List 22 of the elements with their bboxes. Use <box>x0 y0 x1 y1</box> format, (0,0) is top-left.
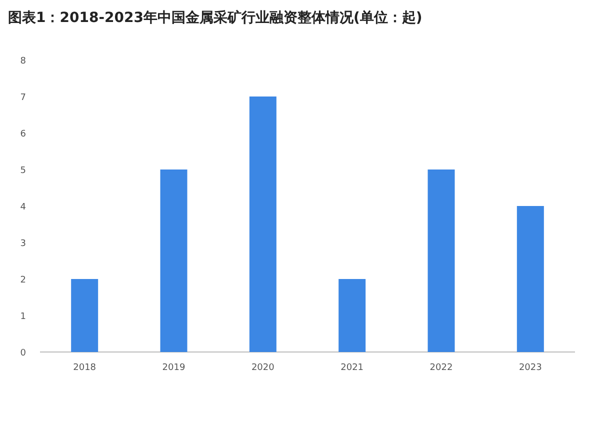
y-tick-label: 1 <box>20 312 26 322</box>
chart-title: 图表1：2018-2023年中国金属采矿行业融资整体情况(单位：起) <box>8 9 422 26</box>
y-tick-label: 2 <box>20 276 26 286</box>
x-tick-label: 2021 <box>340 363 364 373</box>
bar <box>160 170 188 352</box>
y-tick-label: 5 <box>20 166 26 176</box>
x-tick-label: 2022 <box>430 363 453 373</box>
bar <box>338 279 366 352</box>
y-tick-label: 0 <box>20 348 26 358</box>
y-tick-label: 6 <box>20 130 26 140</box>
bar <box>71 279 98 352</box>
bar <box>516 206 544 352</box>
y-tick-label: 3 <box>20 239 26 249</box>
y-tick-label: 8 <box>20 56 26 66</box>
bar <box>428 170 455 352</box>
x-tick-label: 2018 <box>73 363 96 373</box>
y-tick-label: 7 <box>20 93 26 103</box>
x-tick-label: 2023 <box>518 363 542 373</box>
y-tick-label: 4 <box>20 202 26 212</box>
bar <box>249 96 276 352</box>
x-tick-label: 2019 <box>162 363 186 373</box>
x-tick-label: 2020 <box>251 363 275 373</box>
